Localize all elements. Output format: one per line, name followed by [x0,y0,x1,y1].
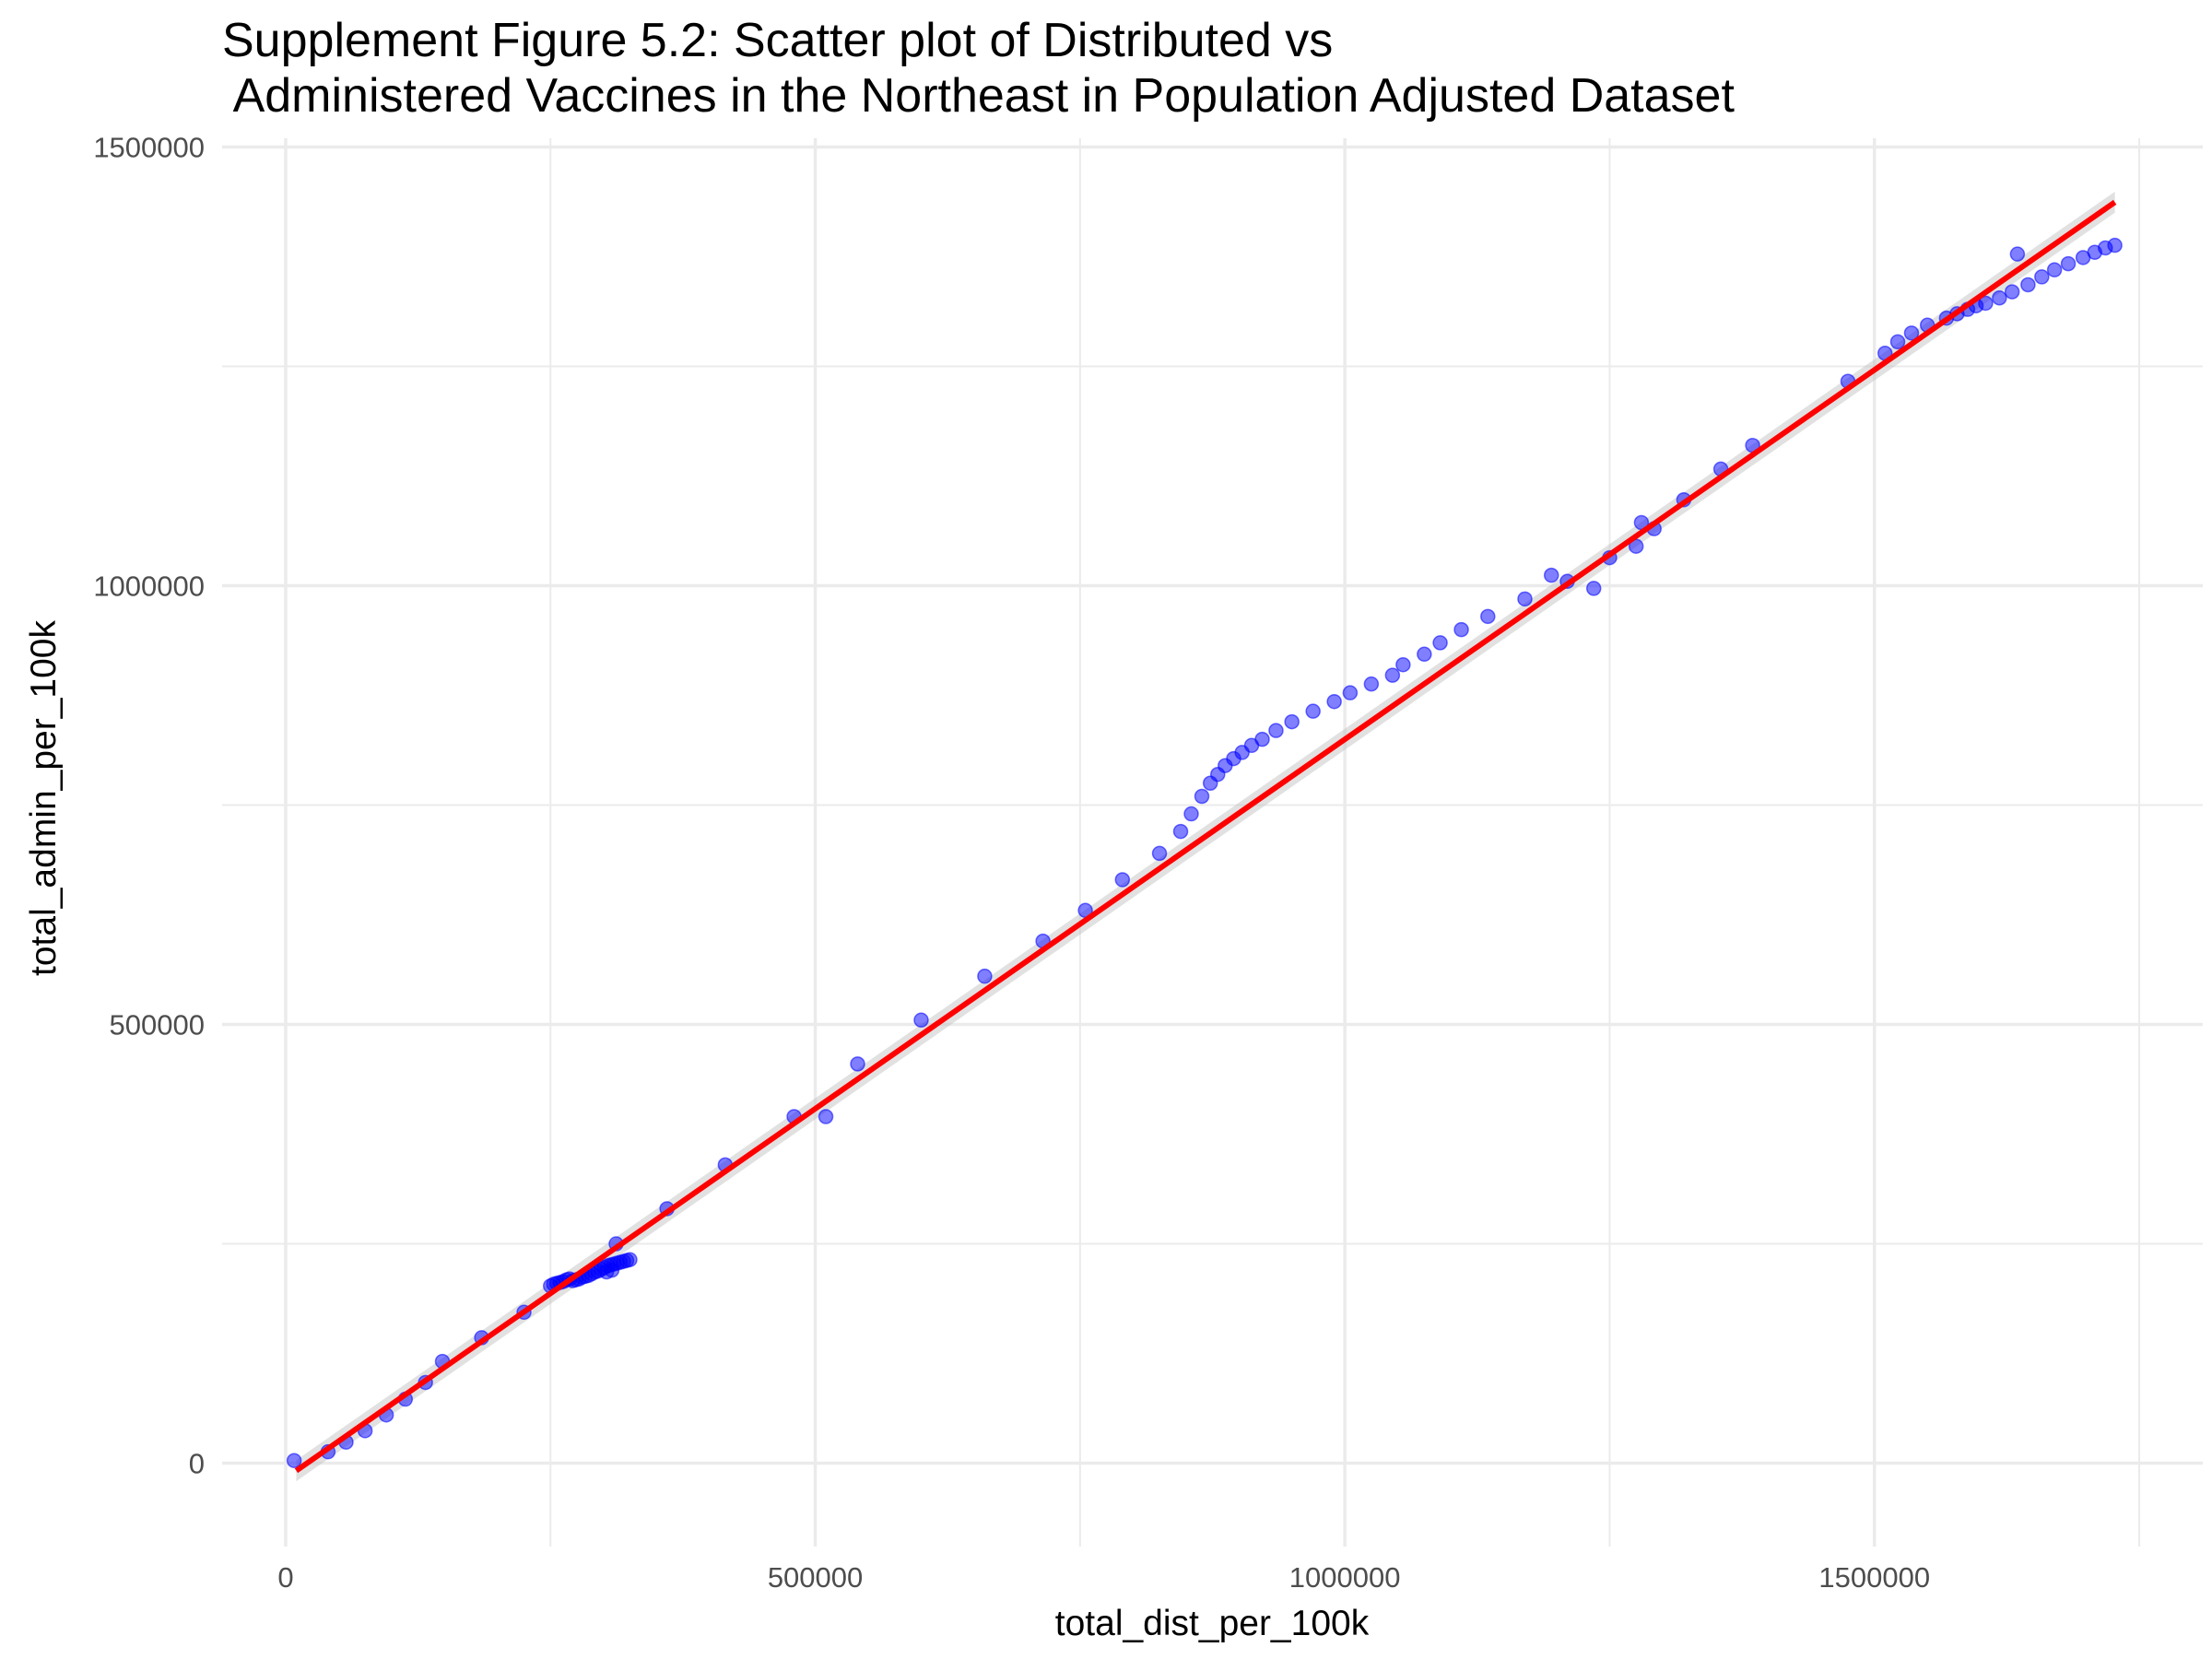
regression-line [294,199,2117,1474]
data-point [818,1109,834,1124]
data-point [1417,646,1432,663]
data-point [2009,246,2026,262]
y-tick-label: 500000 [110,1009,205,1041]
chart-title: Supplement Figure 5.2: Scatter plot of D… [222,13,1735,124]
data-point [1543,567,1559,583]
data-points [286,237,2123,1468]
data-point [622,1252,638,1267]
y-tick-label: 0 [189,1448,205,1480]
data-point [1395,656,1411,673]
data-point [2020,276,2036,293]
x-tick-label: 500000 [768,1561,863,1594]
data-point [1114,872,1131,888]
data-point [286,1453,302,1468]
data-point [1151,845,1168,862]
y-axis-label: total_admin_per_100k [24,620,64,976]
data-point [1889,334,1906,350]
data-point [1326,693,1342,710]
data-point [1194,788,1210,805]
data-point [913,1012,929,1029]
minor-gridlines [222,138,2203,1547]
data-point [2107,237,2123,253]
data-point [1254,731,1270,747]
x-tick-label: 0 [277,1561,293,1594]
data-point [1432,635,1448,651]
data-point [1183,806,1199,822]
data-point [2004,284,2020,300]
data-point [1342,685,1359,700]
y-tick-label: 1500000 [93,132,205,164]
data-point [1978,295,1994,312]
x-tick-label: 1000000 [1289,1561,1401,1594]
x-axis-ticks: 0 500000 1000000 1500000 [277,1561,1930,1594]
chart-title-line-2: Administered Vaccines in the Northeast i… [222,69,1735,123]
data-point [850,1056,865,1072]
data-point [1585,581,1602,596]
data-point [1172,823,1189,840]
data-point [1453,621,1469,638]
data-point [604,1262,620,1278]
data-point [1363,676,1380,692]
chart-title-line-1: Supplement Figure 5.2: Scatter plot of D… [222,14,1334,67]
x-tick-label: 1500000 [1818,1561,1930,1594]
data-point [1517,591,1533,607]
y-tick-label: 1000000 [93,571,205,603]
data-point [1305,703,1321,719]
data-point [1384,667,1401,683]
data-point [1480,608,1496,625]
data-point [2046,262,2063,278]
regression-line-path [294,199,2117,1474]
data-point [1268,723,1284,738]
data-point [2060,255,2077,272]
data-point [1903,325,1920,341]
data-point [1284,713,1300,730]
x-axis-label: total_dist_per_100k [1055,1604,1370,1643]
data-point [2034,269,2050,285]
data-point [1992,290,2007,306]
y-axis-ticks: 0 500000 1000000 1500000 [93,132,205,1480]
data-point [977,968,993,984]
